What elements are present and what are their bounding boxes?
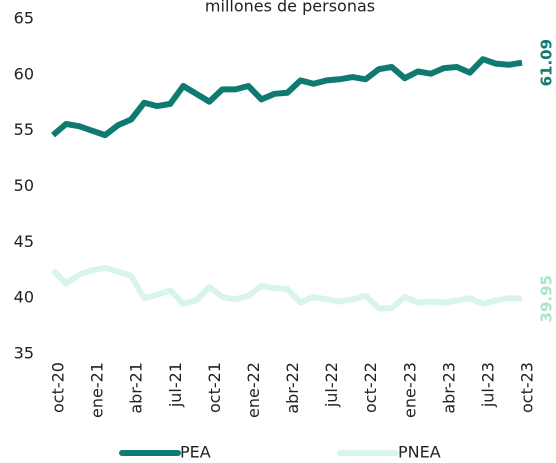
x-tick-label: abr-21 xyxy=(127,362,146,414)
x-tick-label: ene-21 xyxy=(88,362,107,418)
y-tick-label: 60 xyxy=(14,64,34,83)
y-tick-label: 40 xyxy=(14,288,34,307)
x-tick-label: ene-22 xyxy=(244,362,263,418)
x-tick-label: jul-23 xyxy=(478,362,497,408)
x-tick-label: jul-22 xyxy=(322,362,341,408)
x-tick-label: abr-22 xyxy=(283,362,302,414)
data-label: 61.09 xyxy=(538,39,556,86)
y-tick-label: 65 xyxy=(14,9,34,28)
y-tick-label: 35 xyxy=(14,344,34,363)
x-tick-label: oct-22 xyxy=(361,362,380,413)
x-tick-label: oct-21 xyxy=(205,362,224,413)
line-series xyxy=(51,56,523,139)
y-tick-label: 45 xyxy=(14,232,34,251)
y-tick-label: 55 xyxy=(14,120,34,139)
x-tick-label: oct-20 xyxy=(49,362,68,413)
chart-title: millones de personas xyxy=(205,0,375,16)
legend-label: PNEA xyxy=(398,443,441,462)
line-series xyxy=(50,265,523,312)
x-tick-label: oct-23 xyxy=(518,362,537,413)
data-label: 39.95 xyxy=(538,275,556,322)
x-tick-label: ene-23 xyxy=(400,362,419,418)
x-tick-label: jul-21 xyxy=(166,362,185,408)
legend-label: PEA xyxy=(180,443,211,462)
x-tick-label: abr-23 xyxy=(439,362,458,414)
y-tick-label: 50 xyxy=(14,176,34,195)
